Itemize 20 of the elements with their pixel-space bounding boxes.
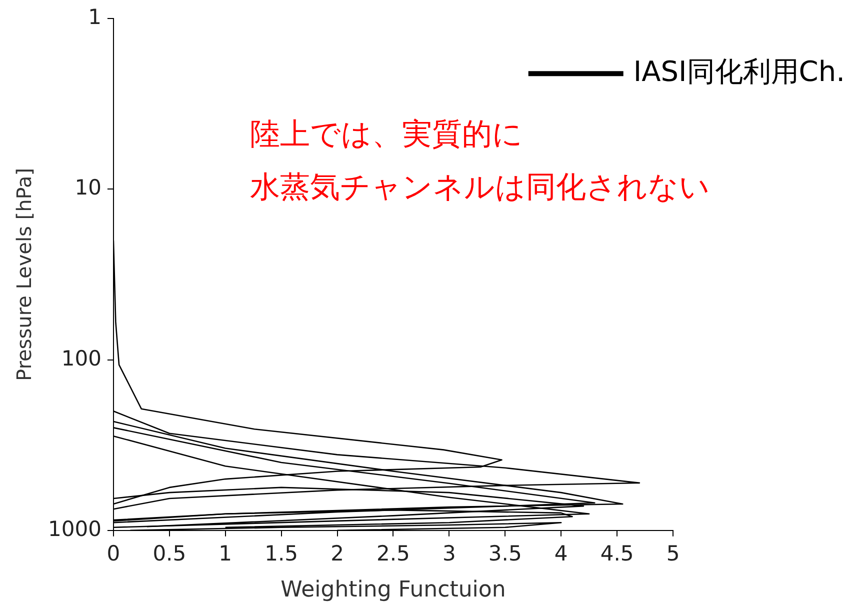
y-tick-label: 100 — [61, 346, 102, 370]
x-axis-title: Weighting Functuion — [280, 578, 506, 603]
x-tick-label: 1.5 — [264, 541, 298, 566]
x-tick-label: 0.5 — [152, 541, 186, 566]
x-tick-label: 2 — [330, 541, 344, 566]
x-tick-label: 2.5 — [376, 541, 410, 566]
y-tick-label: 1 — [88, 5, 102, 30]
x-tick-label: 1 — [218, 541, 232, 566]
legend-label: IASI同化利用Ch. — [633, 54, 845, 88]
x-tick-label: 5 — [666, 541, 680, 566]
y-axis-title: Pressure Levels [hPa] — [12, 168, 36, 382]
y-tick-label: 1000 — [48, 516, 102, 541]
x-tick-label: 3 — [442, 541, 456, 566]
y-tick-label: 10 — [74, 176, 102, 200]
x-tick-label: 3.5 — [488, 541, 522, 566]
annotation: 水蒸気チャンネルは同化されない — [250, 170, 710, 205]
annotation: 陸上では、実質的に — [250, 116, 523, 152]
x-tick-label: 4.5 — [600, 541, 634, 566]
x-tick-label: 4 — [554, 541, 568, 566]
x-tick-label: 0 — [106, 541, 120, 566]
